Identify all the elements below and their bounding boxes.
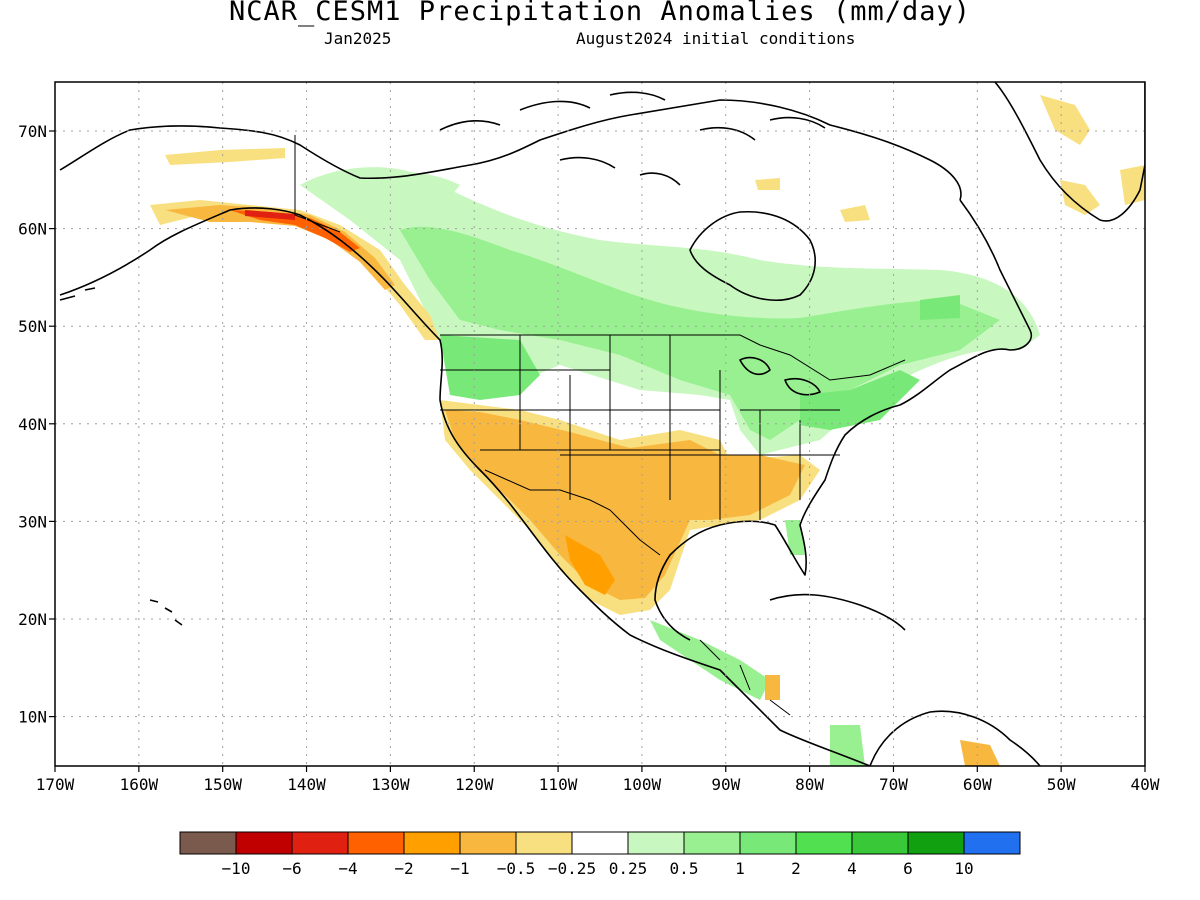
positive-anomaly-north-canada [320, 171, 460, 215]
legend-label: 1 [735, 859, 745, 878]
lon-tick-label: 170W [36, 775, 75, 794]
lon-tick-label: 100W [623, 775, 662, 794]
legend-swatch [627, 831, 685, 855]
legend-label: 6 [903, 859, 913, 878]
hawaii [149, 599, 183, 626]
legend-label: −2 [394, 859, 413, 878]
legend-label: 0.25 [609, 859, 648, 878]
legend-label: 2 [791, 859, 801, 878]
south-america [869, 710, 1041, 766]
legend-swatch [571, 831, 629, 855]
lon-axis: 170W 160W 150W 140W 130W 120W 110W 100W 90W 80W 70… [36, 766, 1160, 794]
negative-anomaly-greenland-east [1120, 165, 1145, 205]
lon-tick-label: 130W [371, 775, 410, 794]
negative-anomaly-bering [165, 148, 285, 165]
lat-tick-label: 40N [18, 415, 47, 434]
lon-tick-label: 150W [203, 775, 242, 794]
negative-anomaly-moderate [445, 410, 805, 600]
lon-tick-label: 140W [287, 775, 326, 794]
lon-tick-label: 50W [1047, 775, 1076, 794]
hudson-bay [689, 210, 816, 301]
us-mexico-border [484, 469, 661, 556]
lon-tick-label: 110W [539, 775, 578, 794]
lat-tick-label: 30N [18, 512, 47, 531]
legend-label: −0.25 [548, 859, 596, 878]
legend-label: −1 [450, 859, 469, 878]
negative-anomaly-greenland-south [1060, 180, 1100, 215]
alaska-coast [59, 207, 871, 766]
negative-anomaly-yucatan [765, 675, 780, 700]
lon-tick-label: 120W [455, 775, 494, 794]
legend-swatch [515, 831, 573, 855]
lon-tick-label: 40W [1131, 775, 1160, 794]
negative-anomaly-alaska-core [245, 210, 295, 220]
legend-swatch [739, 831, 797, 855]
political-boundaries [294, 135, 906, 716]
lon-tick-label: 80W [795, 775, 824, 794]
north-coast [59, 99, 962, 201]
map-title: NCAR_CESM1 Precipitation Anomalies (mm/d… [229, 0, 971, 27]
legend-swatch [403, 831, 461, 855]
legend-swatch [459, 831, 517, 855]
lat-tick-label: 10N [18, 708, 47, 727]
canadian-islands [439, 91, 826, 186]
legend-swatch [963, 831, 1021, 855]
legend-label: −10 [222, 859, 251, 878]
legend-label: 4 [847, 859, 857, 878]
us-east-coast [654, 404, 901, 641]
anomaly-fields [150, 95, 1145, 766]
color-legend: −10 −6 −4 −2 −1 −0.5 −0.25 0.25 0.5 1 2 4 6 10 [179, 831, 1021, 878]
lat-tick-label: 50N [18, 317, 47, 336]
positive-anomaly-northwest [440, 335, 540, 400]
positive-anomaly-florida [785, 520, 805, 555]
labrador-coast [899, 199, 1032, 406]
legend-label: −0.5 [497, 859, 536, 878]
legend-label: 0.5 [670, 859, 699, 878]
initial-conditions: August2024 initial conditions [576, 29, 856, 48]
us-state-lines [440, 335, 840, 520]
legend-swatch [347, 831, 405, 855]
negative-anomaly-hudson-east [840, 205, 870, 222]
lon-tick-label: 70W [879, 775, 908, 794]
greenland [994, 82, 1145, 222]
lat-tick-label: 70N [18, 122, 47, 141]
legend-swatch [291, 831, 349, 855]
negative-anomaly-greenland-north [1040, 95, 1090, 145]
positive-anomaly-quebec [920, 295, 960, 320]
aleutians [59, 287, 96, 301]
cuba [769, 593, 906, 631]
canada-us-border [440, 334, 906, 381]
legend-swatch [683, 831, 741, 855]
legend-swatch [851, 831, 909, 855]
legend-swatch [179, 831, 237, 855]
lat-tick-label: 60N [18, 220, 47, 239]
positive-anomaly-central-america [650, 620, 770, 700]
lon-tick-label: 60W [963, 775, 992, 794]
lon-tick-label: 160W [120, 775, 159, 794]
legend-swatch [795, 831, 853, 855]
forecast-month: Jan2025 [324, 29, 392, 48]
legend-swatch [907, 831, 965, 855]
great-lakes [739, 356, 821, 396]
negative-anomaly-caribbean [960, 740, 1000, 766]
positive-anomaly-panama [830, 725, 865, 766]
positive-anomaly-canada-mid [400, 226, 1000, 440]
lat-axis: 70N 60N 50N 40N 30N 20N 10N [18, 122, 55, 727]
negative-anomaly-strong [565, 535, 615, 595]
legend-swatch [235, 831, 293, 855]
alaska-canada-border [294, 135, 341, 233]
positive-anomaly-northeast [800, 370, 920, 430]
legend-label: 10 [954, 859, 973, 878]
lon-tick-label: 90W [711, 775, 740, 794]
mexico-central-lines [699, 639, 791, 716]
negative-anomaly-west-coast-bc [755, 178, 780, 190]
legend-label: −6 [282, 859, 301, 878]
coastlines [59, 82, 1145, 766]
lat-tick-label: 20N [18, 610, 47, 629]
graticule [55, 82, 1145, 766]
legend-label: −4 [338, 859, 357, 878]
